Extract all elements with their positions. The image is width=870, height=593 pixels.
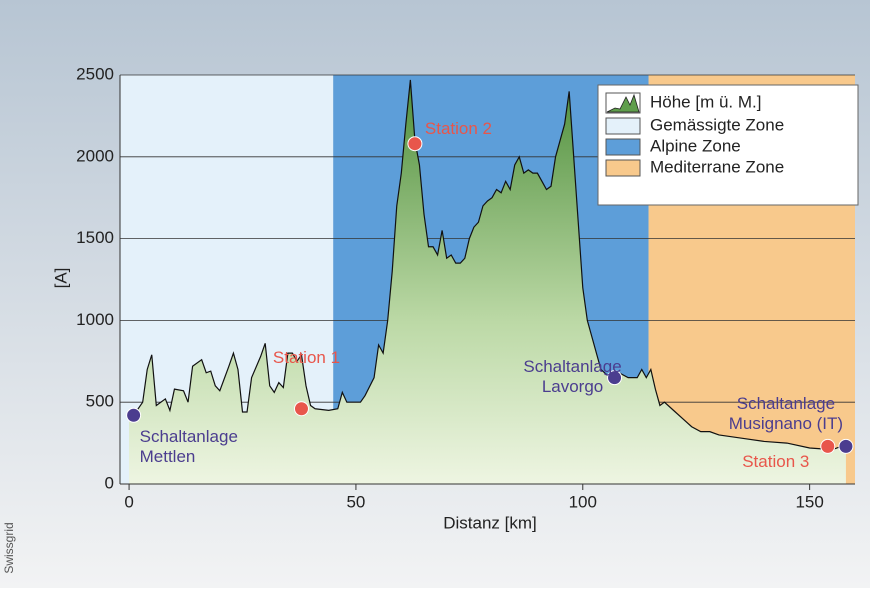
y-tick-label: 2000: [76, 146, 114, 165]
point-marker: [126, 407, 142, 423]
point-marker: [293, 401, 309, 417]
y-tick-label: 0: [105, 473, 114, 492]
point-label: Schaltanlage: [737, 394, 835, 413]
x-tick-label: 50: [346, 492, 365, 511]
legend-label: Gemässigte Zone: [650, 115, 784, 134]
legend-label: Höhe [m ü. M.]: [650, 92, 761, 111]
point-label: Schaltanlage: [140, 427, 238, 446]
point-label: Station 2: [425, 119, 492, 138]
legend-label: Alpine Zone: [650, 136, 741, 155]
point-label: Musignano (IT): [729, 414, 843, 433]
point-marker: [607, 370, 623, 386]
y-tick-label: 500: [86, 392, 114, 411]
point-marker: [838, 438, 854, 454]
y-tick-label: 1000: [76, 310, 114, 329]
elevation-area: [129, 79, 846, 485]
legend-swatch: [605, 138, 641, 156]
point-label: Lavorgo: [542, 377, 603, 396]
point-label: Station 1: [273, 348, 340, 367]
legend-swatch: [606, 93, 640, 113]
point-label: Mettlen: [140, 447, 196, 466]
point-marker: [407, 136, 423, 152]
x-tick-label: 150: [795, 492, 823, 511]
legend-swatch: [605, 117, 641, 135]
x-tick-label: 100: [569, 492, 597, 511]
point-label: Schaltanlage: [523, 357, 621, 376]
legend-box: [597, 84, 859, 206]
x-axis-label: Distanz [km]: [443, 513, 537, 532]
point-marker: [820, 438, 836, 454]
credit: Swissgrid: [2, 522, 16, 573]
legend-label: Mediterrane Zone: [650, 157, 784, 176]
y-axis-label: [A]: [51, 268, 70, 289]
y-tick-label: 2500: [76, 64, 114, 83]
y-tick-label: 1500: [76, 228, 114, 247]
elevation-line: [128, 79, 847, 451]
point-label: Station 3: [742, 452, 809, 471]
x-tick-label: 0: [124, 492, 133, 511]
legend-swatch: [605, 159, 641, 177]
